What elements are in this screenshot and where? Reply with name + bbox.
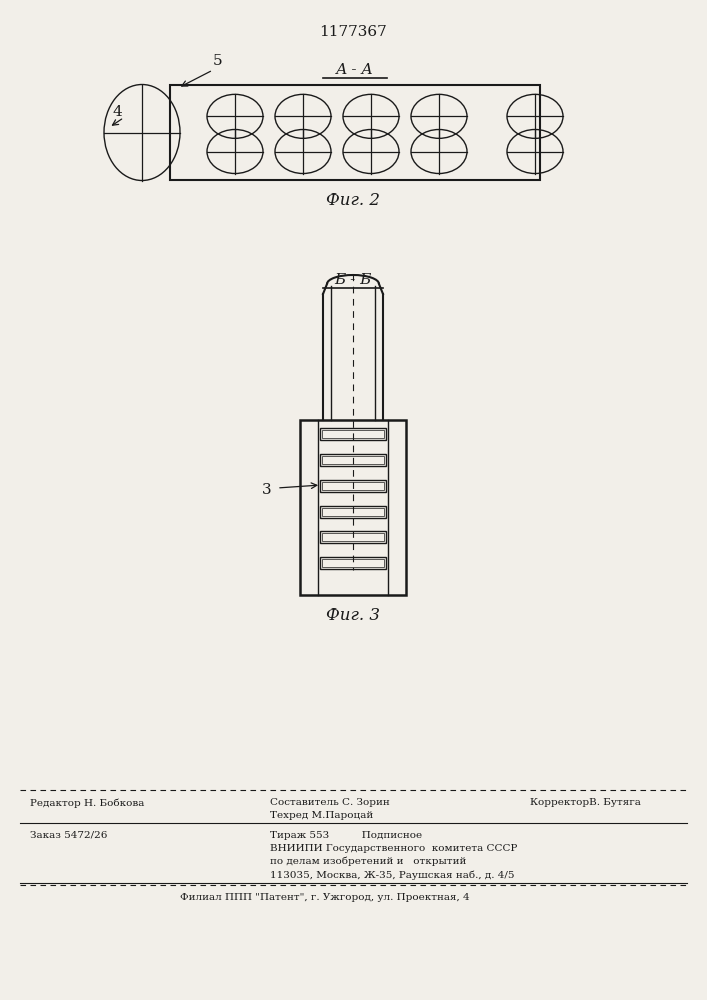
Text: Техред М.Пароцай: Техред М.Пароцай (270, 811, 373, 820)
Text: 3: 3 (262, 483, 271, 497)
Text: по делам изобретений и   открытий: по делам изобретений и открытий (270, 857, 467, 866)
Text: 4: 4 (112, 105, 122, 119)
Bar (320, 506, 386, 518)
Text: 113035, Москва, Ж-35, Раушская наб., д. 4/5: 113035, Москва, Ж-35, Раушская наб., д. … (270, 870, 515, 880)
Bar (320, 428, 386, 440)
Text: Тираж 553          Подписное: Тираж 553 Подписное (270, 831, 422, 840)
Text: ВНИИПИ Государственного  комитета СССР: ВНИИПИ Государственного комитета СССР (270, 844, 518, 853)
Text: КорректорВ. Бутяга: КорректорВ. Бутяга (530, 798, 641, 807)
Text: 5: 5 (214, 54, 223, 68)
Bar (320, 454, 386, 466)
Text: Редактор Н. Бобкова: Редактор Н. Бобкова (30, 798, 144, 808)
Text: Заказ 5472/26: Заказ 5472/26 (30, 831, 107, 840)
Text: 1177367: 1177367 (319, 25, 387, 39)
Text: Б - Б: Б - Б (334, 273, 372, 287)
Bar (300, 420, 406, 595)
Bar (320, 557, 386, 569)
Bar (320, 531, 386, 543)
Text: Фиг. 3: Фиг. 3 (326, 607, 380, 624)
Text: Филиал ППП "Патент", г. Ужгород, ул. Проектная, 4: Филиал ППП "Патент", г. Ужгород, ул. Про… (180, 893, 469, 902)
Bar (322, 482, 384, 490)
Bar (322, 533, 384, 541)
Bar (322, 456, 384, 464)
Bar (322, 559, 384, 567)
Text: А - А: А - А (336, 63, 374, 77)
Bar (170, 85, 540, 180)
Text: Составитель С. Зорин: Составитель С. Зорин (270, 798, 390, 807)
Bar (322, 430, 384, 438)
Text: Фиг. 2: Фиг. 2 (326, 192, 380, 209)
Bar (322, 508, 384, 516)
Bar (320, 480, 386, 492)
